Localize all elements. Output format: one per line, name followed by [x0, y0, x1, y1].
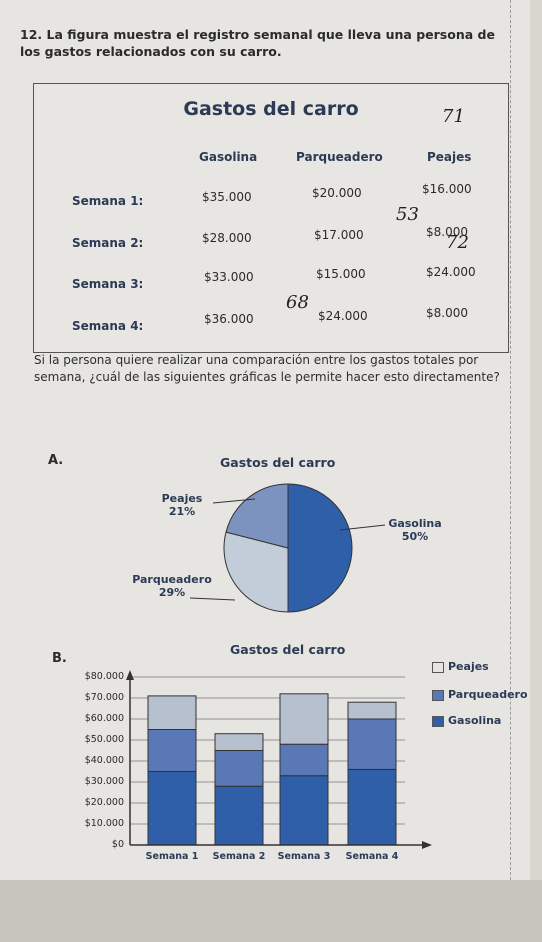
pie-label-gasolina-pct: 50% — [401, 530, 429, 543]
cell-s2-peajes: $8.000 — [426, 225, 468, 239]
bar-parqueadero-semana-3 — [279, 743, 329, 777]
pie-label-peajes-name: Peajes — [161, 492, 203, 505]
cell-s3-peajes: $24.000 — [426, 265, 476, 279]
pie-label-parqueadero-pct: 29% — [158, 586, 186, 599]
pie-slice-parqueadero — [223, 531, 289, 613]
legend-label-peajes: Peajes — [448, 660, 489, 673]
handwritten-note-71: 71 — [442, 106, 465, 127]
option-a-label: A. — [48, 453, 64, 468]
handwritten-note-72: 72 — [446, 232, 469, 253]
bar-gasolina-semana-4 — [347, 768, 397, 846]
x-tick-label: Semana 3 — [277, 851, 331, 862]
leader-peajes — [212, 498, 256, 504]
pie-label-parqueadero-name: Parqueadero — [132, 573, 212, 586]
bar-peajes-semana-2 — [214, 733, 264, 752]
bar-parqueadero-semana-1 — [147, 729, 197, 772]
pie-label-gasolina-name: Gasolina — [388, 517, 442, 530]
pie-label-peajes: Peajes 21% — [152, 492, 212, 518]
desk-surface — [0, 880, 542, 942]
question-statement: 12. La figura muestra el registro semana… — [20, 26, 505, 60]
handwritten-note-53: 53 — [396, 204, 419, 225]
cell-s3-gasolina: $33.000 — [204, 270, 254, 284]
y-tick-label: $30.000 — [84, 776, 124, 787]
cell-s2-parqueadero: $17.000 — [314, 228, 364, 242]
cell-s4-parqueadero: $24.000 — [318, 309, 368, 323]
bar-parqueadero-semana-4 — [347, 718, 397, 770]
bar-gasolina-semana-1 — [147, 771, 197, 846]
leader-gasolina — [339, 524, 386, 531]
row-label-semana-1: Semana 1: — [72, 194, 144, 208]
expenses-table: Gastos del carro Gasolina Parqueadero Pe… — [33, 83, 509, 353]
bar-peajes-semana-1 — [147, 695, 197, 731]
y-axis-arrow — [126, 670, 134, 680]
y-tick-label: $10.000 — [84, 818, 124, 829]
header-parqueadero: Parqueadero — [296, 150, 383, 164]
bar-parqueadero-semana-2 — [214, 750, 264, 787]
bar-gasolina-semana-2 — [214, 785, 264, 846]
row-label-semana-4: Semana 4: — [72, 319, 144, 333]
question-text: La figura muestra el registro semanal qu… — [20, 27, 495, 59]
cell-s1-peajes: $16.000 — [422, 182, 472, 196]
y-tick-label: $0 — [111, 839, 124, 850]
legend-item-parqueadero: Parqueadero — [432, 688, 528, 701]
x-tick-label: Semana 2 — [212, 851, 266, 862]
pie-chart-title: Gastos del carro — [220, 455, 336, 470]
legend-label-gasolina: Gasolina — [448, 714, 502, 727]
legend-item-gasolina: Gasolina — [432, 714, 501, 727]
margin-line — [510, 0, 512, 880]
y-tick-label: $60.000 — [84, 713, 124, 724]
bar-peajes-semana-3 — [279, 693, 329, 745]
option-b-label: B. — [52, 651, 67, 666]
row-label-semana-3: Semana 3: — [72, 277, 144, 291]
cell-s3-parqueadero: $15.000 — [316, 267, 366, 281]
handwritten-note-68: 68 — [286, 292, 309, 313]
bar-peajes-semana-4 — [347, 701, 397, 720]
question-number: 12. — [20, 27, 43, 42]
y-tick-label: $70.000 — [84, 692, 124, 703]
y-tick-label: $50.000 — [84, 734, 124, 745]
cell-s1-gasolina: $35.000 — [202, 190, 252, 204]
header-peajes: Peajes — [427, 150, 472, 164]
x-axis-arrow — [422, 841, 432, 849]
legend-label-parqueadero: Parqueadero — [448, 688, 528, 701]
pie-label-peajes-pct: 21% — [168, 505, 196, 518]
y-tick-label: $20.000 — [84, 797, 124, 808]
cell-s2-gasolina: $28.000 — [202, 231, 252, 245]
cell-s4-peajes: $8.000 — [426, 306, 468, 320]
bar-gasolina-semana-3 — [279, 775, 329, 846]
legend-item-peajes: Peajes — [432, 660, 489, 673]
pie-slice-peajes — [225, 483, 289, 549]
y-tick-label: $40.000 — [84, 755, 124, 766]
legend-swatch-gasolina — [432, 715, 444, 727]
bar-chart-title: Gastos del carro — [230, 642, 346, 657]
cell-s4-gasolina: $36.000 — [204, 312, 254, 326]
question-prompt: Si la persona quiere realizar una compar… — [34, 353, 500, 384]
x-tick-label: Semana 4 — [345, 851, 399, 862]
x-tick-label: Semana 1 — [145, 851, 199, 862]
y-tick-label: $80.000 — [84, 671, 124, 682]
legend-swatch-parqueadero — [432, 689, 444, 701]
pie-label-parqueadero: Parqueadero 29% — [122, 573, 222, 599]
header-gasolina: Gasolina — [199, 150, 258, 164]
legend-swatch-peajes — [432, 661, 444, 673]
cell-s1-parqueadero: $20.000 — [312, 186, 362, 200]
pie-slice-gasolina — [287, 483, 353, 613]
pie-label-gasolina: Gasolina 50% — [380, 517, 450, 543]
table-title: Gastos del carro — [183, 98, 359, 120]
row-label-semana-2: Semana 2: — [72, 236, 144, 250]
worksheet-page: 12. La figura muestra el registro semana… — [0, 0, 530, 880]
